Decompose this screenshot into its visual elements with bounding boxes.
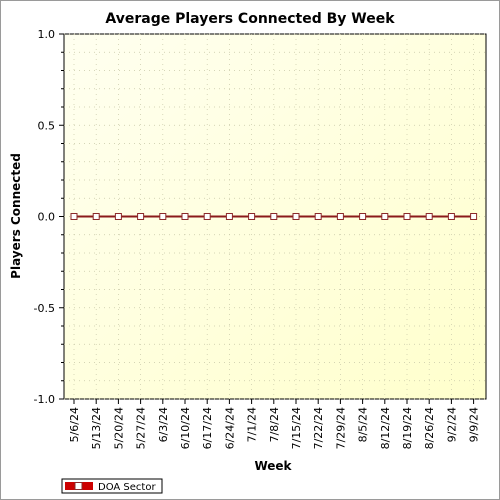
x-tick-label: 7/1/24 [246,407,259,442]
y-tick-label: 1.0 [38,28,56,41]
x-tick-label: 6/3/24 [157,407,170,442]
y-axis: -1.0 -0.5 0.0 0.5 1.0 [34,28,64,406]
x-axis: 5/6/24 5/13/24 5/20/24 5/27/24 6/3/24 6/10/24… [68,399,481,449]
x-tick-label: 5/6/24 [68,407,81,442]
x-tick-label: 5/20/24 [112,407,125,449]
x-tick-label: 5/13/24 [90,407,103,449]
x-tick-label: 6/24/24 [223,407,236,449]
data-point [292,213,300,220]
data-point [359,213,367,220]
x-tick-label: 7/22/24 [312,407,325,449]
y-axis-label: Players Connected [9,153,23,279]
x-tick-label: 6/17/24 [201,407,214,449]
x-tick-label: 7/29/24 [334,407,347,449]
data-point [336,213,344,220]
data-point [381,213,389,220]
data-point [203,213,211,220]
y-tick-label: -1.0 [34,393,55,406]
data-point [92,213,100,220]
chart-title: Average Players Connected By Week [105,11,395,27]
x-tick-label: 8/19/24 [401,407,414,449]
x-axis-label: Week [254,459,292,473]
data-point [181,213,189,220]
x-tick-label: 9/9/24 [468,407,481,442]
x-tick-label: 6/10/24 [179,407,192,449]
data-point [270,213,278,220]
series-layer [70,213,478,220]
x-tick-label: 9/2/24 [445,407,458,442]
legend-marker-icon [74,482,83,490]
y-tick-label: -0.5 [34,302,55,315]
data-point [425,213,433,220]
data-point [470,213,478,220]
data-point [403,213,411,220]
x-tick-label: 8/5/24 [357,407,370,442]
data-point [159,213,167,220]
legend-label: DOA Sector [98,482,156,493]
x-tick-label: 7/15/24 [290,407,303,449]
data-point [248,213,256,220]
x-tick-label: 5/27/24 [135,407,148,449]
legend: DOA Sector [61,478,163,494]
data-point [314,213,322,220]
data-point [447,213,455,220]
x-tick-label: 8/26/24 [423,407,436,449]
data-point [137,213,145,220]
x-tick-label: 8/12/24 [379,407,392,449]
data-point [225,213,233,220]
data-point [70,213,78,220]
x-tick-label: 7/8/24 [268,407,281,442]
y-tick-label: 0.5 [38,119,56,132]
y-tick-label: 0.0 [38,211,56,224]
data-point [114,213,122,220]
